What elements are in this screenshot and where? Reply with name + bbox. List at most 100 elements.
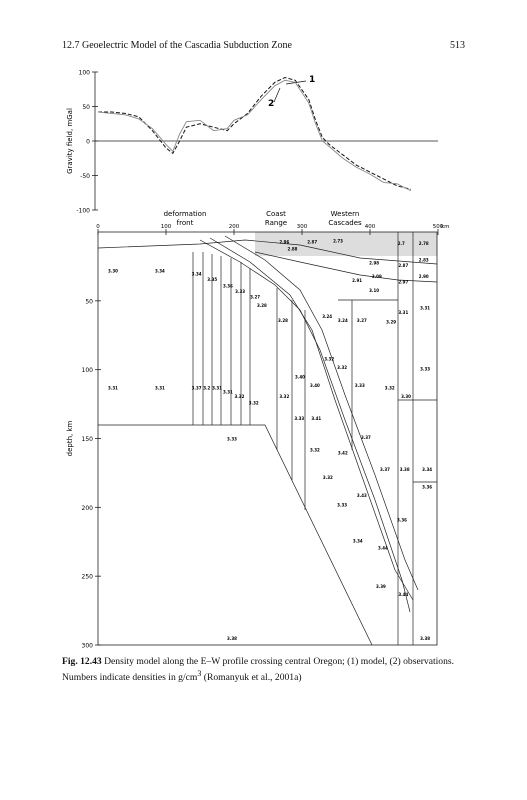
- arrow: [273, 87, 281, 103]
- region-label: deformation: [164, 210, 207, 218]
- y-tick-label: 200: [82, 505, 94, 512]
- caption-end: (Romanyuk et al., 2001a): [201, 672, 302, 684]
- y-tick-label: -50: [80, 173, 90, 180]
- density-label: 3.32: [323, 475, 333, 480]
- region-label: front: [177, 219, 194, 227]
- density-label: 3.32: [279, 394, 289, 399]
- y-tick-label: -100: [76, 208, 90, 215]
- region-label: Western: [331, 210, 360, 218]
- y-tick-label: 300: [82, 643, 94, 650]
- region-label: Range: [265, 219, 287, 227]
- label-1: 1: [309, 75, 315, 85]
- caption-label: Fig. 12.43: [62, 656, 102, 667]
- density-label: 3.29: [386, 319, 396, 324]
- density-label: 3.38: [420, 636, 430, 641]
- density-label: 3.27: [357, 318, 367, 323]
- caption: Fig. 12.43 Density model along the E–W p…: [62, 656, 466, 684]
- density-label: 3.40: [310, 383, 320, 388]
- density-label: 3.32: [310, 448, 320, 453]
- density-label: 3.35: [207, 277, 217, 282]
- density-label: 3.43: [357, 493, 367, 498]
- layer: [254, 251, 438, 283]
- density-label: 3.33: [337, 503, 347, 508]
- density-label: 3.37: [361, 435, 371, 440]
- y-tick-label: 100: [82, 367, 94, 374]
- region-label: Cascades: [328, 219, 362, 227]
- density-label: 3.34: [422, 467, 432, 472]
- y-tick-label: 100: [79, 70, 91, 77]
- slab-line: [224, 235, 419, 591]
- arrow: [285, 80, 307, 85]
- density-label: 2.97: [398, 280, 408, 285]
- boundary: [98, 424, 373, 646]
- density-label: 3.37: [192, 386, 202, 391]
- density-label: 3.32: [385, 386, 395, 391]
- density-label: 2.98: [369, 260, 379, 265]
- density-label: 3.32: [324, 357, 334, 362]
- y-tick-label: 50: [82, 104, 90, 111]
- density-label: 2.87: [398, 263, 408, 268]
- density-label: 3.40: [295, 375, 305, 380]
- density-label: 3.37: [380, 467, 390, 472]
- density-label: 2.88: [288, 247, 298, 252]
- density-label: 3.09: [372, 274, 382, 279]
- layer: [97, 239, 438, 265]
- figure: 1 2 -100 -50 0 50 100 Gravity field, mGal 0 100…: [66, 70, 450, 650]
- y-tick-label: 150: [82, 436, 94, 443]
- density-label: 3.33: [355, 383, 365, 388]
- density-label: 2.91: [352, 278, 362, 283]
- density-label: 3.32: [249, 401, 259, 406]
- y-tick-label: 0: [86, 139, 90, 146]
- density-label: 3.34: [353, 538, 363, 543]
- x-tick-label: 200: [229, 224, 240, 230]
- density-label: 3.32: [337, 365, 347, 370]
- y-axis-label: Gravity field, mGal: [66, 108, 74, 174]
- density-label: 2.73: [333, 238, 343, 243]
- density-label: 3.24: [338, 318, 348, 323]
- gravity-line: [97, 79, 412, 192]
- x-unit: km: [441, 224, 450, 230]
- caption-sup: 3: [197, 669, 202, 678]
- slab-top: [199, 239, 411, 613]
- label-2: 2: [268, 99, 274, 109]
- model-frame: [97, 231, 438, 646]
- density-label: 3.33: [294, 416, 304, 421]
- density-label: 3.33: [420, 366, 430, 371]
- region-label: Coast: [266, 210, 286, 218]
- density-label: 2.87: [307, 240, 317, 245]
- density-label: 3.36: [397, 518, 407, 523]
- model-structure: [97, 232, 438, 646]
- density-label: 3.28: [278, 318, 288, 323]
- x-tick-label: 500: [433, 224, 444, 230]
- density-label: 3.24: [322, 314, 332, 319]
- density-label: 3.38: [400, 467, 410, 472]
- arrows: [273, 80, 307, 103]
- density-label: 3.27: [250, 295, 260, 300]
- density-label: 2.7: [398, 241, 405, 246]
- density-label: 3.31: [223, 390, 233, 395]
- density-label: 3.34: [155, 269, 165, 274]
- density-label: 2.78: [419, 241, 429, 246]
- density-label: 2.96: [279, 240, 289, 245]
- x-tick-label: 100: [161, 224, 172, 230]
- density-label: 3.10: [369, 288, 379, 293]
- density-label: 3.31: [212, 386, 222, 391]
- caption-text: Density model along the E–W profile cros…: [62, 656, 455, 684]
- density-label: 3.34: [192, 271, 202, 276]
- y-tick-label: 50: [85, 298, 93, 305]
- density-label: 3.41: [311, 416, 321, 421]
- density-label: 3.44: [378, 545, 388, 550]
- density-label: 3.38: [227, 636, 237, 641]
- running-head: 12.7 Geoelectric Model of the Cascadia S…: [62, 40, 292, 51]
- page-number: 513: [450, 40, 465, 51]
- x-tick-label: 400: [365, 224, 376, 230]
- gravity-line: [98, 76, 411, 190]
- density-label: 2.83: [419, 258, 429, 263]
- density-label: 3.33: [227, 437, 237, 442]
- density-label: 3.31: [155, 386, 165, 391]
- density-label: 3.31: [420, 306, 430, 311]
- density-label: 3.2: [203, 386, 210, 391]
- density-label: 3.39: [376, 584, 386, 589]
- density-label: 3.42: [338, 450, 348, 455]
